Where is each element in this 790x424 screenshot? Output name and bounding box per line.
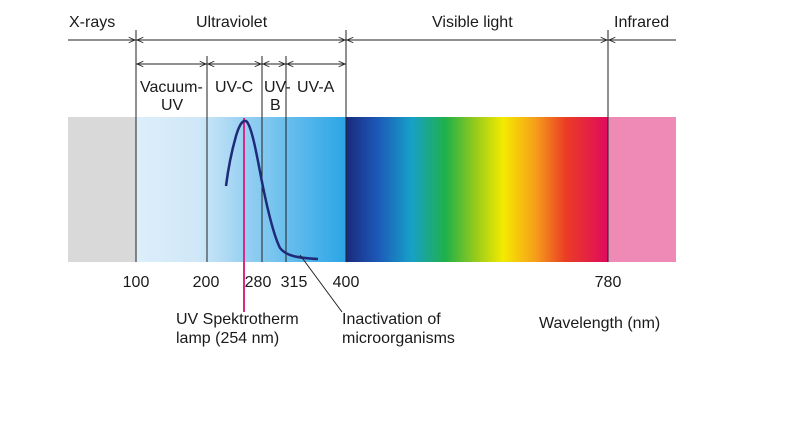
- inactivation-leader: [299, 254, 343, 313]
- xray-band: [68, 117, 136, 262]
- tick-label-200: 200: [193, 274, 220, 291]
- lamp-label-line2: lamp (254 nm): [176, 330, 279, 347]
- lamp-label-line1: UV Spektrotherm: [176, 311, 299, 328]
- label-xrays: X-rays: [69, 14, 115, 31]
- label-infrared: Infrared: [614, 14, 669, 31]
- label-uvc: UV-C: [215, 79, 253, 96]
- label-ultraviolet: Ultraviolet: [196, 14, 268, 31]
- visible-band: [346, 117, 608, 262]
- label-vacuum-uv-line2: UV: [161, 97, 184, 114]
- inactivation-curve: [224, 119, 319, 261]
- tick-label-280: 280: [245, 274, 272, 291]
- uv-band: [136, 117, 346, 262]
- inactivation-label-line1: Inactivation of: [342, 311, 441, 328]
- axis-label-wavelength: Wavelength (nm): [539, 315, 660, 332]
- label-visible-light: Visible light: [432, 14, 513, 31]
- tick-label-100: 100: [123, 274, 150, 291]
- tick-label-315: 315: [281, 274, 308, 291]
- infrared-band: [608, 117, 676, 262]
- label-vacuum-uv-line1: Vacuum-: [140, 79, 203, 96]
- label-uvb-line1: UV-: [264, 79, 291, 96]
- inactivation-label-line2: microorganisms: [342, 330, 455, 347]
- label-uvb-line2: B: [270, 97, 281, 114]
- label-uva: UV-A: [297, 79, 335, 96]
- tick-label-400: 400: [333, 274, 360, 291]
- tick-label-780: 780: [595, 274, 622, 291]
